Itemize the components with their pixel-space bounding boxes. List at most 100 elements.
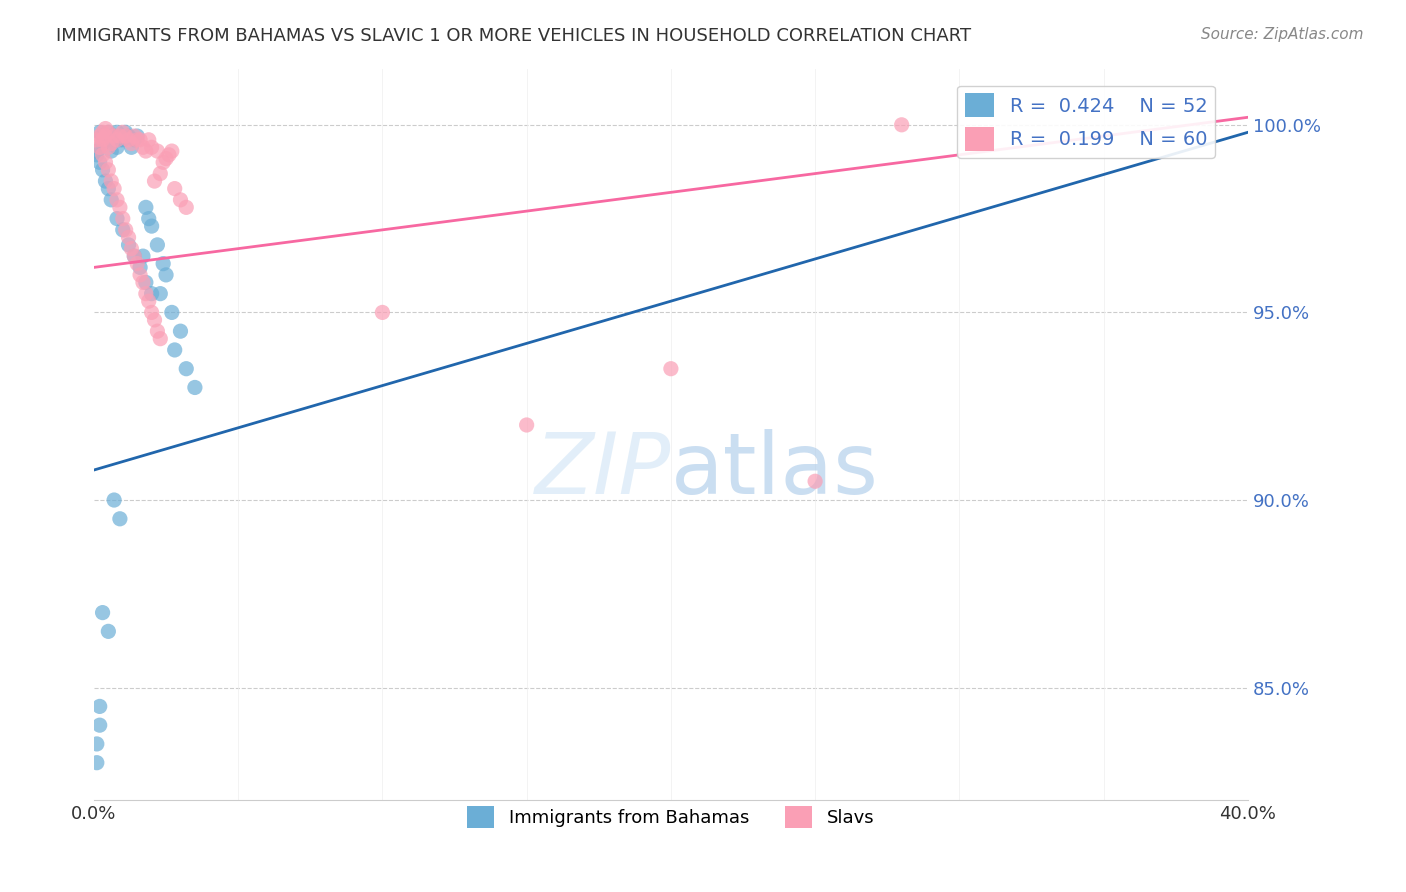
Slavs [141, 140, 163, 154]
Immigrants from Bahamas [160, 305, 183, 319]
Slavs [103, 181, 125, 195]
Slavs [94, 155, 117, 169]
Slavs [91, 148, 114, 162]
Slavs [143, 174, 166, 188]
Slavs [132, 276, 155, 290]
Immigrants from Bahamas [169, 324, 191, 338]
Slavs [152, 155, 174, 169]
Slavs [114, 129, 136, 144]
Immigrants from Bahamas [100, 133, 122, 147]
Slavs [117, 230, 139, 244]
Slavs [890, 118, 912, 132]
Immigrants from Bahamas [89, 699, 111, 714]
Slavs [516, 417, 538, 432]
Slavs [143, 313, 166, 327]
Immigrants from Bahamas [184, 380, 207, 394]
Slavs [114, 223, 136, 237]
Slavs [100, 174, 122, 188]
Immigrants from Bahamas [163, 343, 186, 357]
Slavs [129, 133, 152, 147]
Immigrants from Bahamas [124, 133, 146, 147]
Immigrants from Bahamas [146, 238, 169, 252]
Immigrants from Bahamas [97, 624, 120, 639]
Slavs [120, 136, 142, 151]
Immigrants from Bahamas [132, 249, 155, 263]
Slavs [124, 129, 146, 144]
Immigrants from Bahamas [94, 174, 117, 188]
Immigrants from Bahamas [86, 148, 108, 162]
Slavs [111, 211, 134, 226]
Immigrants from Bahamas [111, 133, 134, 147]
Slavs [138, 133, 160, 147]
Immigrants from Bahamas [174, 361, 197, 376]
Immigrants from Bahamas [135, 276, 157, 290]
Immigrants from Bahamas [89, 155, 111, 169]
Immigrants from Bahamas [86, 144, 108, 158]
Immigrants from Bahamas [105, 125, 128, 139]
Immigrants from Bahamas [91, 606, 114, 620]
Immigrants from Bahamas [103, 493, 125, 508]
Slavs [127, 257, 149, 271]
Slavs [124, 249, 146, 263]
Immigrants from Bahamas [97, 181, 120, 195]
Immigrants from Bahamas [124, 249, 146, 263]
Slavs [135, 144, 157, 158]
Slavs [659, 361, 682, 376]
Slavs [804, 475, 827, 489]
Slavs [371, 305, 394, 319]
Slavs [105, 133, 128, 147]
Immigrants from Bahamas [89, 718, 111, 732]
Text: Source: ZipAtlas.com: Source: ZipAtlas.com [1201, 27, 1364, 42]
Text: IMMIGRANTS FROM BAHAMAS VS SLAVIC 1 OR MORE VEHICLES IN HOUSEHOLD CORRELATION CH: IMMIGRANTS FROM BAHAMAS VS SLAVIC 1 OR M… [56, 27, 972, 45]
Immigrants from Bahamas [141, 286, 163, 301]
Immigrants from Bahamas [111, 223, 134, 237]
Immigrants from Bahamas [129, 260, 152, 275]
Slavs [157, 148, 180, 162]
Slavs [108, 129, 131, 144]
Immigrants from Bahamas [86, 756, 108, 770]
Slavs [117, 133, 139, 147]
Slavs [100, 136, 122, 151]
Immigrants from Bahamas [86, 737, 108, 751]
Immigrants from Bahamas [138, 211, 160, 226]
Immigrants from Bahamas [91, 129, 114, 144]
Immigrants from Bahamas [120, 140, 142, 154]
Immigrants from Bahamas [89, 125, 111, 139]
Immigrants from Bahamas [141, 219, 163, 233]
Slavs [127, 133, 149, 147]
Slavs [129, 268, 152, 282]
Immigrants from Bahamas [108, 133, 131, 147]
Immigrants from Bahamas [149, 286, 172, 301]
Slavs [97, 125, 120, 139]
Slavs [91, 125, 114, 139]
Slavs [174, 200, 197, 214]
Slavs [103, 129, 125, 144]
Immigrants from Bahamas [108, 512, 131, 526]
Immigrants from Bahamas [91, 162, 114, 177]
Slavs [160, 144, 183, 158]
Slavs [111, 125, 134, 139]
Immigrants from Bahamas [103, 129, 125, 144]
Slavs [146, 144, 169, 158]
Legend: Immigrants from Bahamas, Slavs: Immigrants from Bahamas, Slavs [460, 798, 882, 835]
Immigrants from Bahamas [155, 268, 177, 282]
Immigrants from Bahamas [100, 193, 122, 207]
Immigrants from Bahamas [105, 140, 128, 154]
Slavs [97, 140, 120, 154]
Slavs [132, 140, 155, 154]
Slavs [86, 133, 108, 147]
Slavs [91, 133, 114, 147]
Slavs [94, 121, 117, 136]
Slavs [97, 162, 120, 177]
Immigrants from Bahamas [127, 129, 149, 144]
Text: atlas: atlas [671, 429, 879, 512]
Slavs [120, 242, 142, 256]
Immigrants from Bahamas [117, 129, 139, 144]
Immigrants from Bahamas [97, 125, 120, 139]
Slavs [169, 193, 191, 207]
Immigrants from Bahamas [117, 238, 139, 252]
Immigrants from Bahamas [91, 136, 114, 151]
Slavs [89, 140, 111, 154]
Slavs [163, 181, 186, 195]
Slavs [138, 294, 160, 309]
